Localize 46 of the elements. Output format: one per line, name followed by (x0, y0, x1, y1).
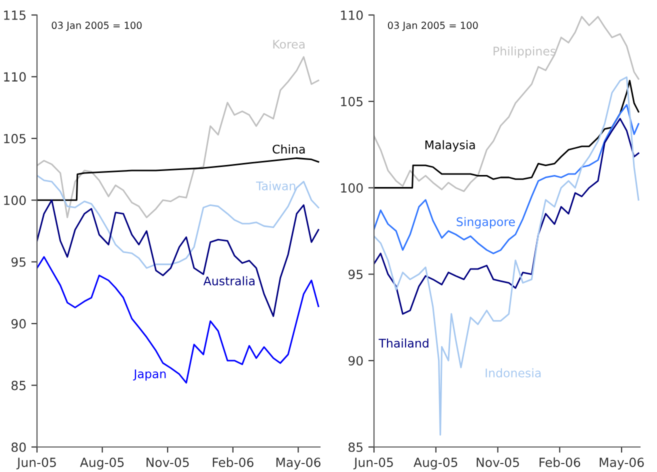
line-series (374, 16, 640, 192)
x-tick-label: Feb-06 (212, 457, 254, 468)
text: 03 Jan 2005 = 100 (52, 22, 142, 31)
line-series (37, 56, 320, 218)
line-series (374, 76, 640, 436)
y-tick-label: 115 (4, 10, 26, 20)
text: Thailand (378, 338, 428, 348)
text: Indonesia (486, 368, 541, 378)
series-label: Taiwan (256, 181, 296, 190)
y-tick-label: 85 (348, 442, 362, 452)
text: 03 Jan 2005 = 100 (388, 22, 478, 31)
line-series (37, 199, 320, 317)
y-tick-label: 110 (341, 10, 363, 20)
series-label: China (272, 144, 305, 154)
line-series (37, 157, 320, 201)
x-tick-label: Nov-05 (146, 458, 189, 468)
y-tick-label: 90 (348, 356, 363, 366)
series-label: Japan (133, 370, 166, 381)
y-tick-label: 100 (4, 196, 26, 206)
series-label: Singapore (456, 217, 515, 229)
y-tick-label: 95 (11, 257, 26, 267)
x-tick-label: Aug-05 (80, 458, 124, 470)
line-series (374, 80, 640, 189)
y-tick-label: 105 (4, 134, 26, 144)
y-tick-label: 105 (341, 96, 362, 106)
y-tick-label: 80 (12, 442, 26, 452)
x-tick-label: Jun-05 (16, 458, 56, 470)
x-tick-label: Aug-05 (414, 458, 458, 470)
x-tick-label: May-06 (276, 458, 320, 470)
line-series (37, 256, 320, 384)
y-tick-label: 90 (11, 319, 26, 328)
x-tick-label: May-06 (600, 458, 644, 470)
line-series (37, 174, 320, 269)
x-tick-label: Feb-06 (540, 457, 580, 468)
line-series (374, 104, 640, 254)
series-label: Korea (273, 40, 305, 49)
series-label: Philippines (494, 46, 556, 58)
series-label: Australia (203, 276, 254, 286)
x-tick-label: Nov-05 (476, 458, 519, 468)
x-tick-label: Jun-05 (353, 458, 393, 470)
line-series (374, 118, 640, 315)
series-label: Malaysia (425, 140, 475, 152)
y-tick-label: 95 (348, 270, 362, 280)
y-tick-label: 100 (341, 183, 363, 193)
y-tick-label: 85 (12, 380, 26, 390)
y-tick-label: 110 (4, 72, 26, 82)
